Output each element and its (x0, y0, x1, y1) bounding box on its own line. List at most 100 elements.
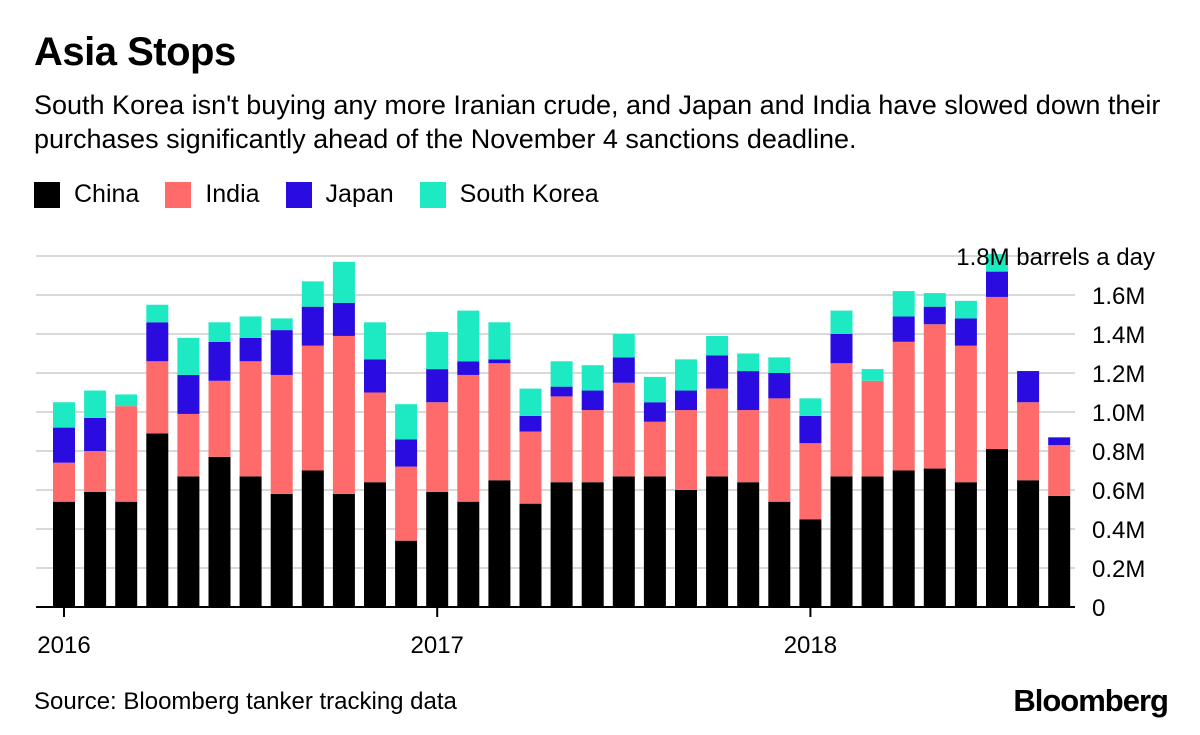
bar-segment-india (146, 361, 169, 434)
bar-segment-south-korea (457, 310, 480, 362)
bar-segment-japan (1017, 371, 1040, 403)
bar-segment-china (643, 476, 666, 607)
bar-segment-japan (146, 322, 169, 362)
bar-segment-china (426, 491, 449, 607)
bar-segment-china (675, 490, 697, 607)
bar-segment-india (395, 466, 418, 541)
y-tick-label: 0.8M (1092, 439, 1145, 466)
bar-segment-china (270, 493, 293, 607)
bar-segment-china (799, 519, 822, 607)
bar-segment-china (581, 482, 604, 607)
bar-segment-south-korea (364, 322, 386, 360)
bar-segment-india (830, 363, 853, 477)
bar-segment-india (332, 335, 355, 494)
bar-segment-india (84, 451, 107, 492)
bar-segment-india (643, 421, 666, 477)
bar-segment-india (768, 398, 791, 502)
legend-label-india: India (205, 180, 260, 208)
y-tick-label: 0.2M (1092, 556, 1145, 583)
bar-segment-south-korea (426, 332, 449, 370)
bar-segment-japan (923, 306, 946, 325)
bar-segment-china (954, 482, 977, 607)
bar-segment-china (301, 470, 324, 607)
bar-segment-india (737, 410, 760, 483)
bar-segment-india (706, 388, 729, 477)
bar-segment-japan (239, 337, 262, 362)
bar-segment-china (395, 540, 418, 607)
bar-segment-south-korea (892, 291, 915, 317)
bar-segment-india (581, 410, 604, 483)
bar-segment-china (146, 433, 169, 607)
bar-segment-japan (737, 371, 760, 411)
bar-segment-south-korea (550, 361, 573, 387)
bar-segment-south-korea (643, 376, 666, 403)
bar-segment-japan (986, 271, 1008, 297)
bar-segment-india (1017, 402, 1040, 481)
y-tick-label: 0.6M (1092, 478, 1145, 505)
bar-segment-south-korea (488, 322, 511, 360)
y-tick-label: 1.6M (1092, 283, 1145, 310)
bar-segment-japan (208, 341, 231, 381)
bar-segment-south-korea (737, 353, 760, 372)
bar-segment-india (488, 363, 511, 481)
bar-segment-china (706, 476, 729, 607)
bar-segment-india (675, 410, 697, 490)
bar-segment-japan (954, 318, 977, 346)
bar-segment-south-korea (830, 310, 853, 334)
bar-segment-south-korea (395, 404, 418, 440)
legend-swatch-china (34, 181, 60, 208)
bar-segment-japan (581, 390, 604, 411)
bar-segment-japan (768, 373, 791, 399)
source-note: Source: Bloomberg tanker tracking data (34, 688, 457, 715)
bar-segment-india (208, 380, 231, 457)
x-tick-label: 2018 (784, 632, 837, 659)
x-tick-label: 2017 (411, 632, 464, 659)
bar-segment-japan (519, 415, 542, 432)
bar-segment-india (239, 361, 262, 477)
bar-segment-japan (892, 316, 915, 342)
bar-segment-japan (550, 386, 573, 397)
bar-segment-india (923, 324, 946, 469)
bar-segment-south-korea (177, 337, 200, 375)
bar-segment-japan (177, 374, 200, 414)
legend-swatch-japan (285, 181, 312, 208)
bar-segment-china (53, 501, 75, 607)
bar-segment-japan (270, 330, 293, 375)
legend-label-china: China (74, 180, 140, 208)
bar-segment-china (737, 482, 760, 607)
bar-segment-south-korea (115, 394, 138, 407)
bar-segment-india (612, 382, 635, 477)
legend-item-japan: Japan (285, 180, 394, 209)
bar-segment-japan (426, 369, 449, 403)
bar-segment-china (830, 476, 853, 607)
bar-segment-china (986, 449, 1008, 607)
bar-segment-china (208, 456, 231, 607)
bar-segment-china (84, 491, 107, 607)
bar-segment-japan (364, 359, 386, 393)
legend-label-japan: Japan (325, 180, 394, 208)
chart-subtitle: South Korea isn't buying any more Irania… (34, 90, 1161, 154)
bar-segment-china (861, 476, 884, 607)
bar-segment-india (519, 431, 542, 504)
bar-segment-india (986, 296, 1008, 450)
bar-segment-china (519, 503, 542, 607)
bar-segment-japan (612, 357, 635, 383)
bar-segment-south-korea (768, 357, 791, 373)
bar-segment-japan (1048, 437, 1071, 446)
bar-segment-china (332, 493, 355, 607)
legend-swatch-south-korea (419, 181, 446, 208)
bar-segment-japan (830, 334, 853, 364)
bar-segment-south-korea (84, 390, 107, 418)
bar-segment-japan (53, 427, 75, 463)
bar-segment-india (177, 413, 200, 477)
bar-segment-india (115, 406, 138, 502)
bar-segment-south-korea (923, 293, 946, 307)
bar-segment-india (954, 345, 977, 483)
bar-segment-south-korea (986, 254, 1008, 272)
bar-segment-china (612, 476, 635, 607)
bar-segment-india (426, 402, 449, 492)
y-tick-label: 0.4M (1092, 517, 1145, 544)
bar-segment-china (177, 476, 200, 607)
bar-segment-india (364, 392, 386, 483)
